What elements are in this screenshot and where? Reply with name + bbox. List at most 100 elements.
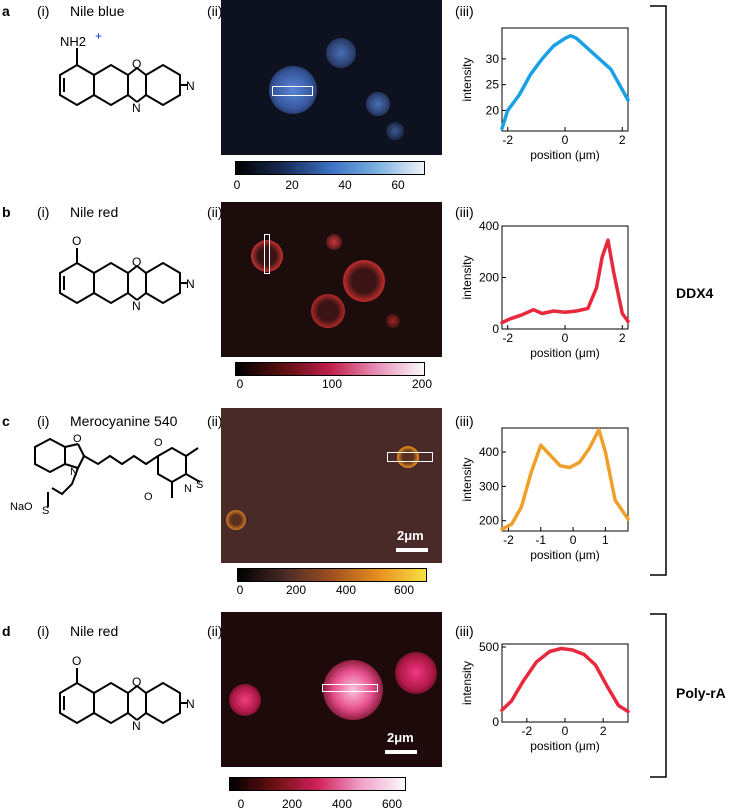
panel-c-sub-iii: (iii) [455,413,474,429]
profile-line [500,238,630,325]
data-point [626,710,630,713]
data-point [563,311,567,314]
svg-text:N: N [132,719,141,733]
panel-letter-c: c [2,413,10,429]
y-axis-label: intensity [460,457,474,501]
data-point [535,660,538,664]
micrograph-c: 2μm [221,408,442,563]
y-tick-label: 20 [486,103,500,117]
intensity-plot-c: -2 -1 0 1 200 300 400 position (μm) intensity [460,427,630,562]
panel-d-sub-ii: (ii) [207,623,223,639]
x-tick-label: -2 [503,533,514,547]
data-point [609,68,613,71]
colorbar-b [235,362,425,376]
svg-text:N: N [132,299,141,313]
data-point [500,708,504,712]
data-point [520,505,523,509]
y-axis-label: intensity [460,255,474,299]
scale-bar-d [385,750,417,754]
plot-frame [501,27,629,132]
data-point [621,88,624,92]
svg-text:S: S [196,479,203,491]
data-point [604,450,607,454]
y-tick-label: 0 [492,322,499,336]
svg-text:O: O [132,255,141,269]
x-tick-label: -1 [535,533,546,547]
profile-line [500,33,630,131]
x-axis-label: position (μm) [530,739,600,753]
data-point [598,57,601,61]
panel-d-sub-i: (i) [37,623,50,639]
x-axis-label: position (μm) [530,548,600,562]
data-point [575,309,578,313]
group-brackets [650,5,667,778]
group-label-polyra: Poly-rA [676,685,726,701]
micrograph-a [221,0,442,155]
panel-letter-b: b [2,204,11,220]
data-point [540,312,544,315]
intensity-plot-a: -2 0 2 20 25 30 position (μm) intensity [460,27,630,162]
svg-text:O: O [73,433,82,445]
panel-c-sub-i: (i) [37,413,50,429]
nile-blue-structure: NH2 + O N N [59,30,195,115]
panel-a-sub-iii: (iii) [455,3,474,19]
svg-text:O: O [72,234,81,248]
x-tick-label: 2 [619,331,626,345]
x-axis-label: position (μm) [530,148,600,162]
data-point [558,464,562,467]
data-point [506,109,509,112]
data-point [575,37,578,40]
colorbar-d-tick: 200 [281,797,303,811]
x-tick-label: -2 [521,724,532,738]
x-tick-label: 0 [562,133,569,147]
data-point [520,313,524,317]
colorbar-a-tick: 60 [391,178,405,192]
data-point [510,522,513,526]
data-point [548,650,551,653]
panel-letter-d: d [2,623,11,639]
data-point [559,647,563,650]
colorbar-a [235,161,425,175]
x-axis-label: position (μm) [530,346,600,360]
micrograph-d: 2μm [221,612,442,767]
panel-c-dye: Merocyanine 540 [70,413,178,429]
data-point [621,312,624,315]
svg-text:O: O [72,654,81,668]
data-point [529,471,533,474]
y-tick-label: 200 [479,271,499,285]
svg-text:N: N [132,101,141,115]
y-tick-label: 400 [479,445,499,459]
y-axis-label: intensity [460,57,474,101]
y-tick-label: 300 [479,479,499,493]
svg-text:+: + [95,30,102,43]
bracket-ddx4 [650,5,667,576]
svg-text:S: S [42,505,49,517]
data-point [626,98,630,102]
panel-a-sub-i: (i) [37,3,50,19]
panel-a-sub-ii: (ii) [207,3,223,19]
svg-text:O: O [154,437,163,449]
profile-line [500,646,630,714]
line-profile-box-c [387,452,433,462]
line-profile-box-b [264,234,270,274]
colorbar-c-tick: 200 [285,583,307,597]
nile-red-structure-d: O O N N [59,654,195,733]
merocyanine-structure: N O NaO S O O N S [10,433,203,517]
panel-d-dye: Nile red [70,623,119,639]
panel-b-dye: Nile red [70,204,119,220]
data-point [586,307,590,310]
svg-text:NH2: NH2 [60,34,86,49]
svg-text:N: N [186,697,195,711]
panel-a-dye: Nile blue [70,3,125,19]
data-point [578,461,581,464]
colorbar-a-tick: 20 [285,178,299,192]
colorbar-d-tick: 0 [237,797,245,811]
panel-d-sub-iii: (iii) [455,623,474,639]
y-tick-label: 500 [479,640,499,654]
svg-text:N: N [70,466,78,478]
x-tick-label: 2 [619,133,626,147]
line-profile-box-d [322,684,378,692]
panel-b-sub-iii: (iii) [455,204,474,220]
data-point [549,454,552,457]
